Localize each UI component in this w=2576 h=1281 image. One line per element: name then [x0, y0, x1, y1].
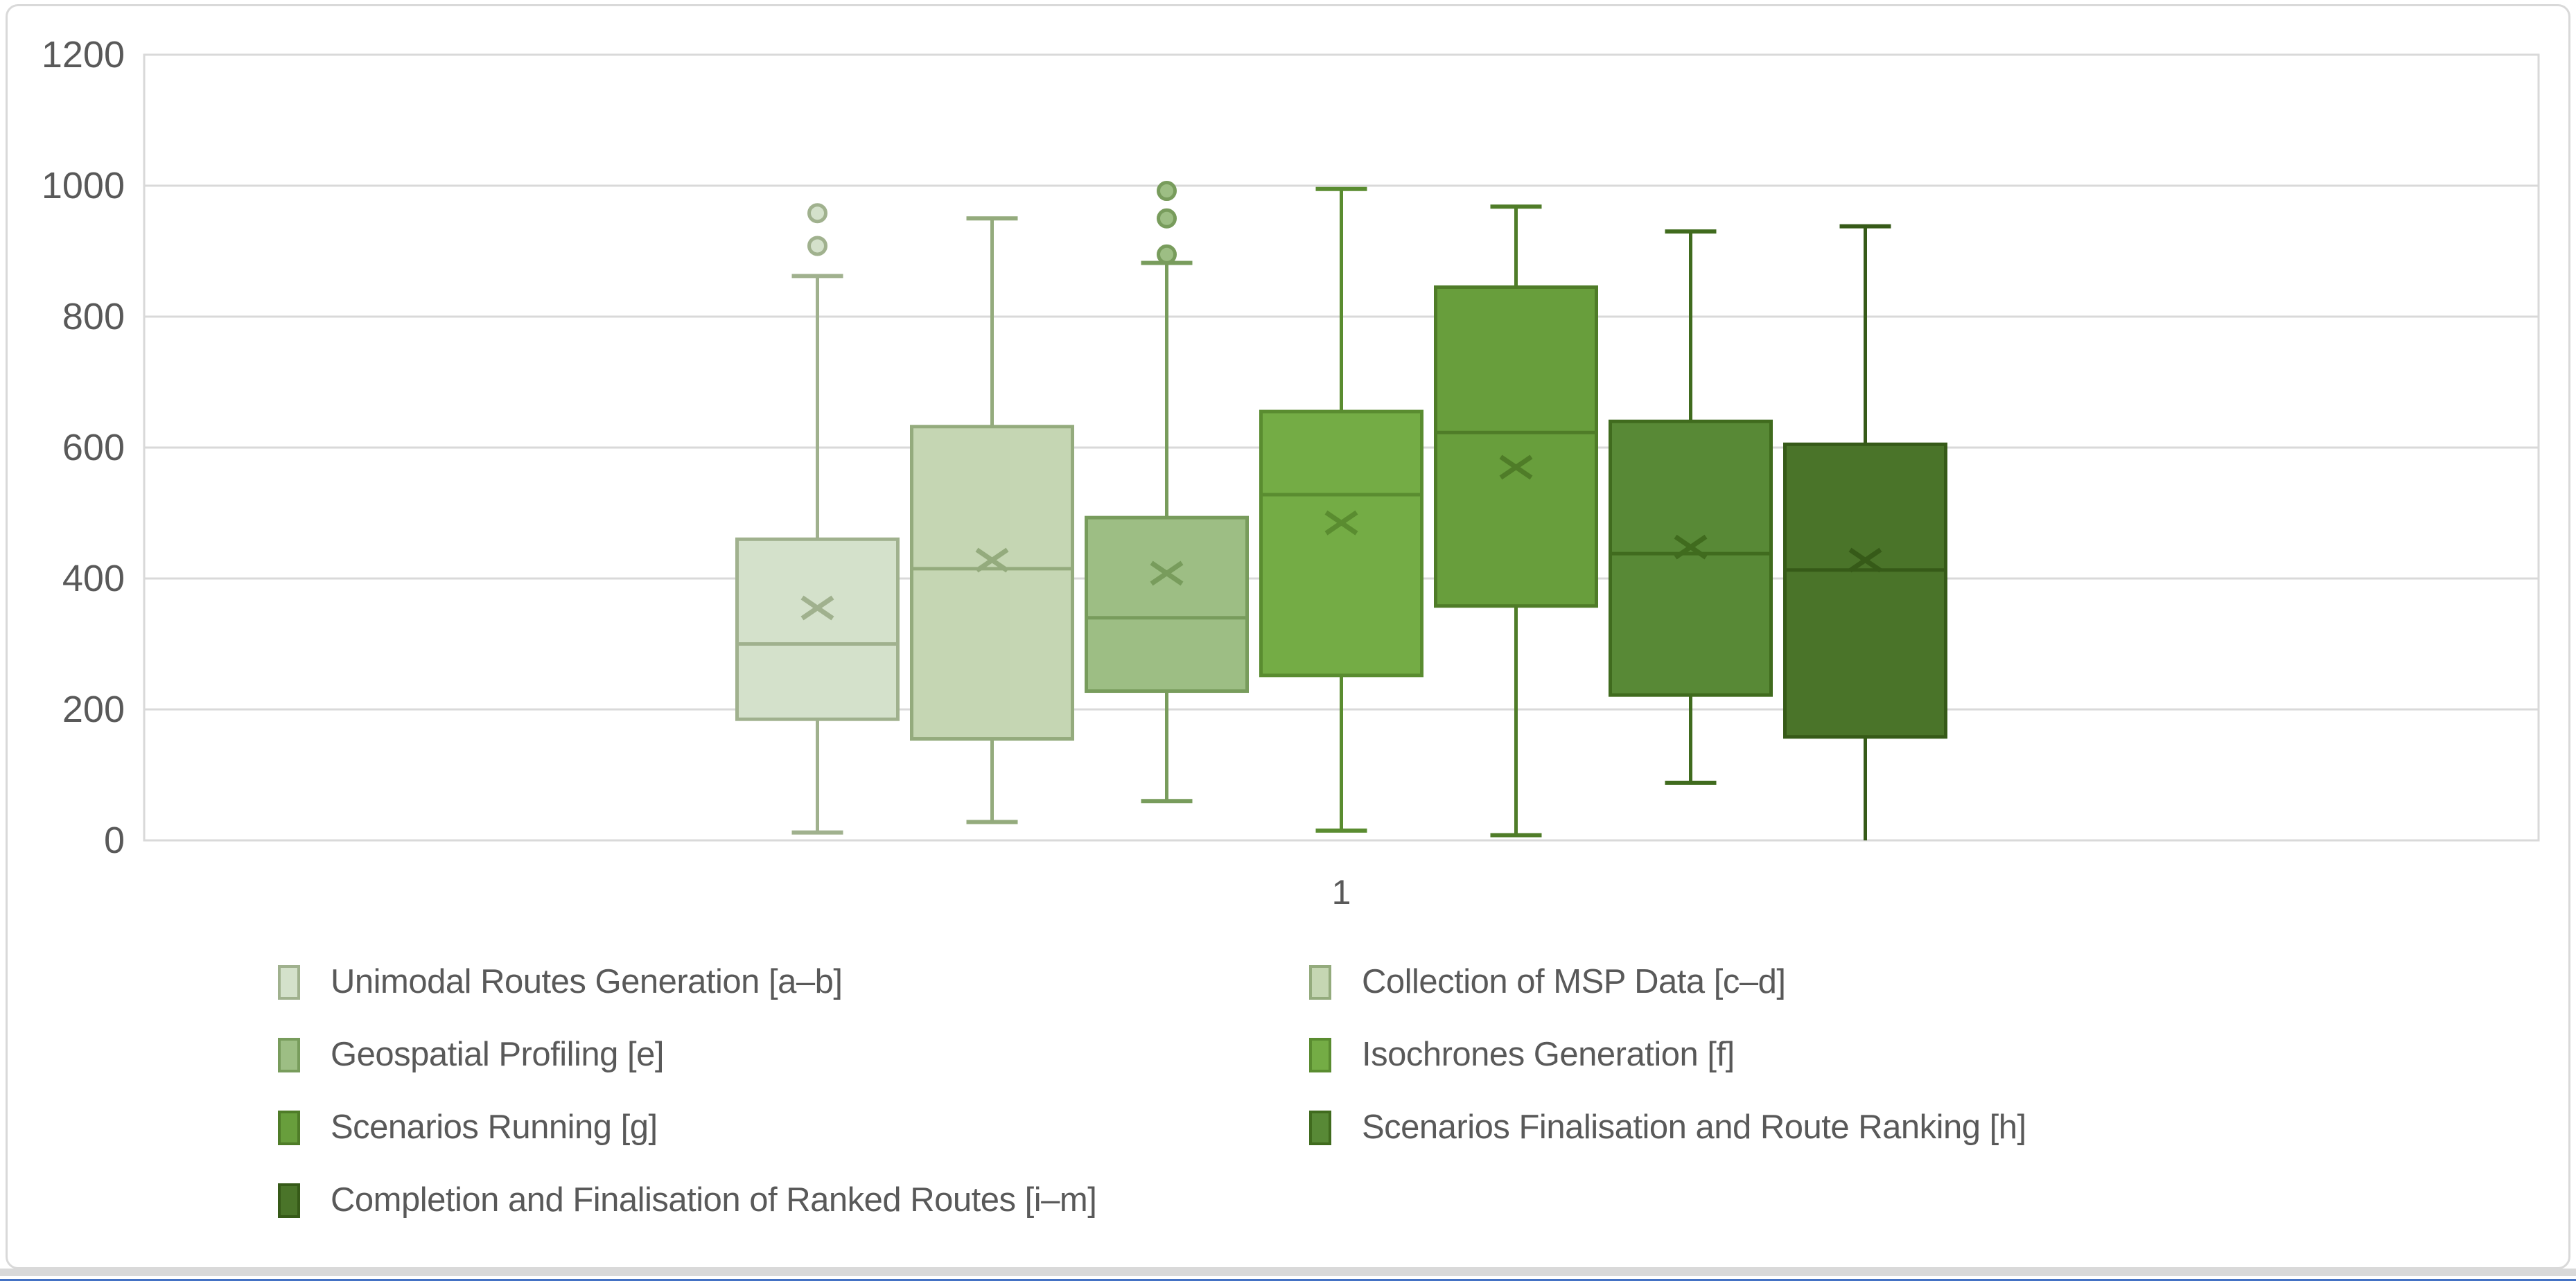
chart-container: 0 200 400 600 800 1000 1200 1 Unimodal Routes G…	[6, 4, 2570, 1269]
bottom-strip	[0, 1269, 2576, 1276]
legend-swatch	[1309, 965, 1331, 1000]
legend-label: Completion and Finalisation of Ranked Ro…	[331, 1181, 1097, 1219]
plot-area-border	[143, 53, 2540, 842]
legend-swatch	[278, 965, 300, 1000]
mean-marker	[1324, 510, 1358, 536]
legend-swatch	[1309, 1038, 1331, 1072]
iqr-box	[735, 537, 900, 721]
y-axis-tick-label: 1200	[42, 34, 125, 76]
legend-label: Geospatial Profiling [e]	[331, 1036, 665, 1073]
mean-marker	[1150, 560, 1184, 586]
mean-marker	[1848, 547, 1882, 573]
x-axis-tick-label: 1	[1332, 873, 1351, 912]
legend-swatch	[278, 1038, 300, 1072]
legend-swatch	[278, 1183, 300, 1218]
outlier-point	[1157, 181, 1177, 202]
y-axis-tick-label: 800	[62, 296, 125, 337]
mean-marker	[1674, 534, 1708, 560]
legend-item: Isochrones Generation [f]	[1309, 1036, 2026, 1109]
y-axis-tick-label: 0	[104, 820, 125, 861]
iqr-box	[910, 425, 1074, 741]
legend-label: Scenarios Finalisation and Route Ranking…	[1362, 1108, 2026, 1146]
mean-marker	[975, 547, 1009, 573]
outlier-point	[807, 203, 827, 224]
legend-item: Completion and Finalisation of Ranked Ro…	[278, 1182, 1309, 1255]
legend-item: Collection of MSP Data [c–d]	[1309, 964, 2026, 1036]
outlier-point	[1157, 244, 1177, 265]
legend-item: Scenarios Running [g]	[278, 1109, 1309, 1182]
legend-item: Unimodal Routes Generation [a–b]	[278, 964, 1309, 1036]
iqr-box	[1609, 419, 1773, 697]
legend-swatch	[278, 1111, 300, 1145]
legend-label: Scenarios Running [g]	[331, 1108, 658, 1146]
legend-item: Geospatial Profiling [e]	[278, 1036, 1309, 1109]
iqr-box	[1259, 409, 1423, 678]
outlier-point	[1157, 208, 1177, 229]
legend: Unimodal Routes Generation [a–b] Collecti…	[278, 964, 2026, 1255]
y-axis-tick-label: 200	[62, 689, 125, 730]
legend-label: Isochrones Generation [f]	[1362, 1036, 1735, 1073]
y-axis-tick-label: 400	[62, 558, 125, 599]
y-axis-tick-label: 600	[62, 427, 125, 468]
iqr-box	[1783, 442, 1947, 739]
iqr-box	[1085, 515, 1249, 693]
legend-label: Unimodal Routes Generation [a–b]	[331, 963, 843, 1000]
iqr-box	[1434, 285, 1598, 608]
legend-label: Collection of MSP Data [c–d]	[1362, 963, 1786, 1000]
legend-item: Scenarios Finalisation and Route Ranking…	[1309, 1109, 2026, 1182]
outlier-point	[807, 236, 827, 256]
bottom-edge-line	[0, 1279, 2576, 1281]
mean-marker	[1499, 454, 1533, 480]
box-plot: 0 200 400 600 800 1000 1200 1	[42, 34, 2540, 912]
y-axis-tick-label: 1000	[42, 165, 125, 206]
mean-marker	[800, 595, 834, 621]
legend-swatch	[1309, 1111, 1331, 1145]
